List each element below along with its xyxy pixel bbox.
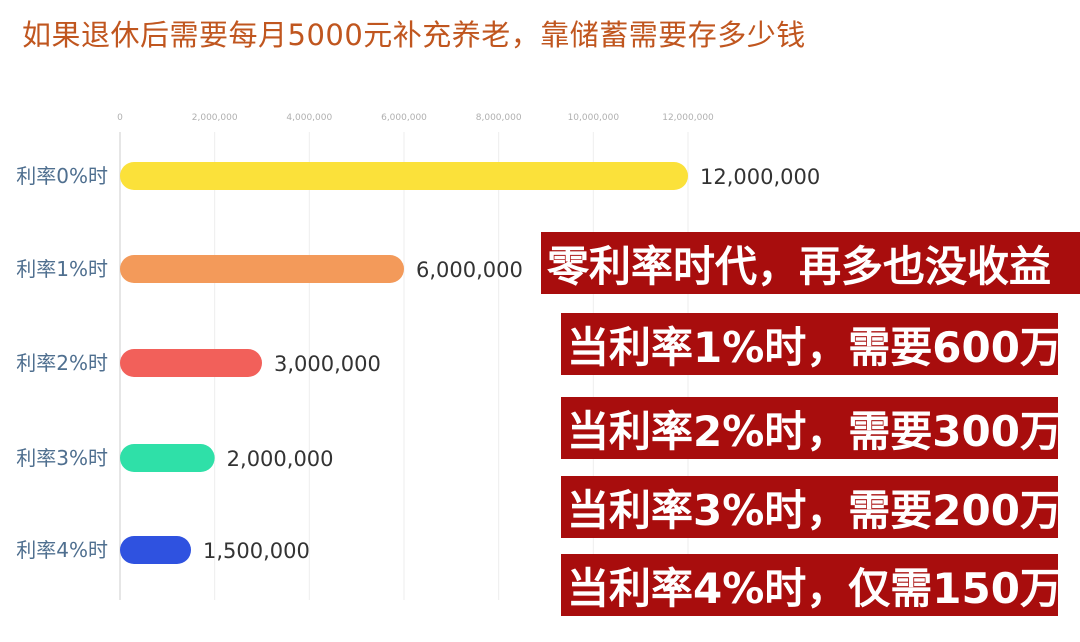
- category-label: 利率3%时: [16, 446, 108, 470]
- chart-title: 如果退休后需要每月5000元补充养老，靠储蓄需要存多少钱: [22, 18, 806, 52]
- x-tick-label: 6,000,000: [381, 113, 427, 123]
- bar: [120, 349, 262, 377]
- bar: [120, 162, 688, 190]
- x-tick-label: 4,000,000: [286, 113, 332, 123]
- data-label: 2,000,000: [227, 447, 334, 471]
- data-label: 1,500,000: [203, 539, 310, 563]
- x-tick-label: 0: [117, 113, 123, 123]
- data-label: 3,000,000: [274, 352, 381, 376]
- x-tick-label: 10,000,000: [568, 113, 620, 123]
- bar: [120, 444, 215, 472]
- x-tick-label: 8,000,000: [476, 113, 522, 123]
- category-label: 利率0%时: [16, 164, 108, 188]
- category-label: 利率2%时: [16, 351, 108, 375]
- data-label: 6,000,000: [416, 258, 523, 282]
- data-label: 12,000,000: [700, 165, 820, 189]
- category-label: 利率4%时: [16, 538, 108, 562]
- category-label: 利率1%时: [16, 257, 108, 281]
- x-tick-label: 2,000,000: [192, 113, 238, 123]
- x-tick-label: 12,000,000: [662, 113, 714, 123]
- bar: [120, 536, 191, 564]
- bar: [120, 255, 404, 283]
